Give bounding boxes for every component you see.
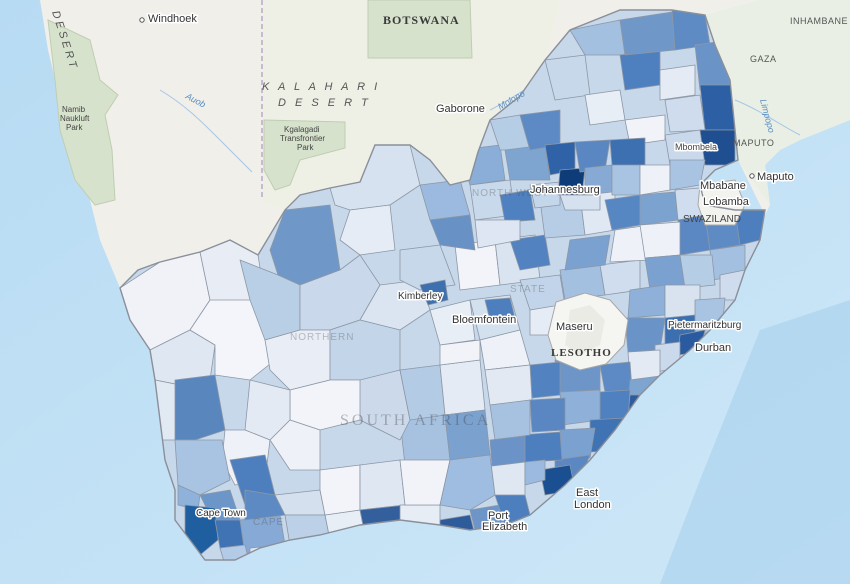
label-port-elizabeth-2: Elizabeth (482, 521, 527, 533)
muni-polokwane[interactable] (659, 64, 696, 101)
muni-modimolle[interactable] (584, 89, 626, 126)
label-lesotho: LESOTHO (551, 347, 612, 359)
park-kgalagadi (263, 119, 346, 191)
label-durban: Durban (695, 342, 731, 354)
muni-swartland[interactable] (174, 439, 231, 496)
muni-kopanong[interactable] (439, 339, 481, 366)
muni-ubuntu[interactable] (329, 319, 401, 381)
ocean-deep-patch (660, 300, 850, 584)
muni-blouberg[interactable] (619, 11, 676, 56)
muni-camdeboo[interactable] (359, 369, 411, 441)
river-limpopo (734, 99, 801, 136)
muni-mogalakwena[interactable] (619, 49, 661, 91)
muni-ga-segonyana[interactable] (339, 204, 396, 256)
label-windhoek: Windhoek (148, 13, 197, 25)
label-kgalagadi-1: Kgalagadi (284, 125, 320, 134)
muni-inxuba[interactable] (439, 359, 486, 416)
river-auob (159, 89, 253, 173)
label-maputo-province: MAPUTO (733, 138, 774, 148)
label-east-london-1: East (576, 487, 598, 499)
park-namib-naukluft (47, 19, 119, 206)
label-western-cape: CAPE (253, 517, 284, 528)
muni-lepelle[interactable] (624, 114, 666, 146)
muni-matatiele[interactable] (599, 361, 633, 393)
label-mbombela: Mbombela (675, 142, 717, 152)
muni-nketoana[interactable] (564, 234, 611, 271)
muni-thembisile[interactable] (609, 137, 646, 166)
muni-prince-albert[interactable] (269, 419, 321, 471)
muni-newcastle[interactable] (639, 221, 681, 259)
muni-oudtshoorn[interactable] (359, 459, 406, 511)
label-kgalagadi-2: Transfrontier (280, 134, 325, 143)
maputo-marker (749, 173, 755, 179)
muni-kannaland[interactable] (319, 464, 361, 516)
land-mozambique (705, 0, 850, 205)
label-gaborone: Gaborone (436, 103, 485, 115)
label-pietermaritzburg: Pietermaritzburg (668, 320, 741, 331)
muni-greater-tzaneen[interactable] (664, 94, 706, 133)
label-johannesburg: Johannesburg (530, 184, 600, 196)
muni-letsemeng[interactable] (429, 299, 476, 346)
label-kgalagadi-3: Park (297, 143, 314, 152)
muni-great-kei[interactable] (524, 459, 546, 486)
muni-senqu[interactable] (529, 361, 561, 399)
muni-okhahlamba[interactable] (627, 284, 666, 319)
muni-maquassi[interactable] (474, 219, 521, 249)
land-botswana (262, 0, 560, 210)
muni-rustenburg[interactable] (504, 144, 551, 181)
label-namib-park-1: Namib (62, 105, 86, 114)
label-cape-town: Cape Town (196, 508, 246, 519)
label-inhambane: INHAMBANE (790, 16, 848, 26)
muni-emfuleni[interactable] (559, 194, 601, 211)
label-east-london-2: London (574, 499, 611, 511)
muni-emakhazeni[interactable] (639, 164, 671, 196)
muni-ba-phalaborwa[interactable] (699, 84, 736, 131)
muni-matzikama[interactable] (174, 374, 226, 441)
label-northern-cape: NORTHERN (290, 332, 354, 343)
label-port-elizabeth-1: Port (488, 510, 508, 522)
muni-msinga[interactable] (679, 254, 716, 289)
label-kimberley: Kimberley (398, 291, 442, 302)
muni-merafong[interactable] (529, 181, 561, 209)
label-maputo: Maputo (757, 171, 794, 183)
muni-amahlathi[interactable] (519, 431, 563, 463)
label-kalahari-1: K A L A H A R I (262, 81, 380, 93)
muni-raymond-mhlaba[interactable] (489, 399, 531, 441)
muni-bloemfontein-core[interactable] (484, 297, 516, 321)
label-free-state: STATE (510, 284, 546, 295)
swaziland[interactable] (697, 179, 746, 226)
label-namib-park-2: Naukluft (60, 114, 90, 123)
windhoek-marker (139, 17, 145, 23)
label-kalahari-2: D E S E R T (278, 97, 371, 109)
label-mbabane: Mbabane (700, 180, 746, 192)
lesotho-relief (565, 305, 605, 355)
muni-lesedi[interactable] (611, 161, 641, 196)
muni-kimberley-core[interactable] (419, 279, 449, 306)
label-maseru: Maseru (556, 321, 593, 333)
muni-umzimkhulu[interactable] (627, 349, 661, 381)
south-africa-border (119, 9, 766, 561)
muni-govan-mbeki[interactable] (639, 191, 679, 226)
park-botswana-central (367, 0, 473, 59)
muni-intsika-yethu[interactable] (529, 397, 566, 433)
muni-tlokwe[interactable] (499, 189, 536, 223)
label-namib-park-3: Park (66, 123, 83, 132)
muni-tswaing[interactable] (429, 214, 476, 251)
muni-matjhabeng[interactable] (509, 234, 551, 271)
label-bloemfontein: Bloemfontein (452, 314, 516, 326)
label-lobamba: Lobamba (703, 196, 750, 208)
muni-enoch-mgijima[interactable] (489, 435, 526, 467)
label-gaza: GAZA (750, 54, 777, 64)
muni-sundays[interactable] (439, 454, 496, 511)
muni-walter-sisulu[interactable] (484, 364, 533, 406)
label-botswana: BOTSWANA (383, 13, 460, 27)
label-swaziland: SWAZILAND (683, 214, 741, 225)
label-north-west: NORTH WEST (472, 188, 549, 199)
label-south-africa: SOUTH AFRICA (340, 412, 491, 429)
